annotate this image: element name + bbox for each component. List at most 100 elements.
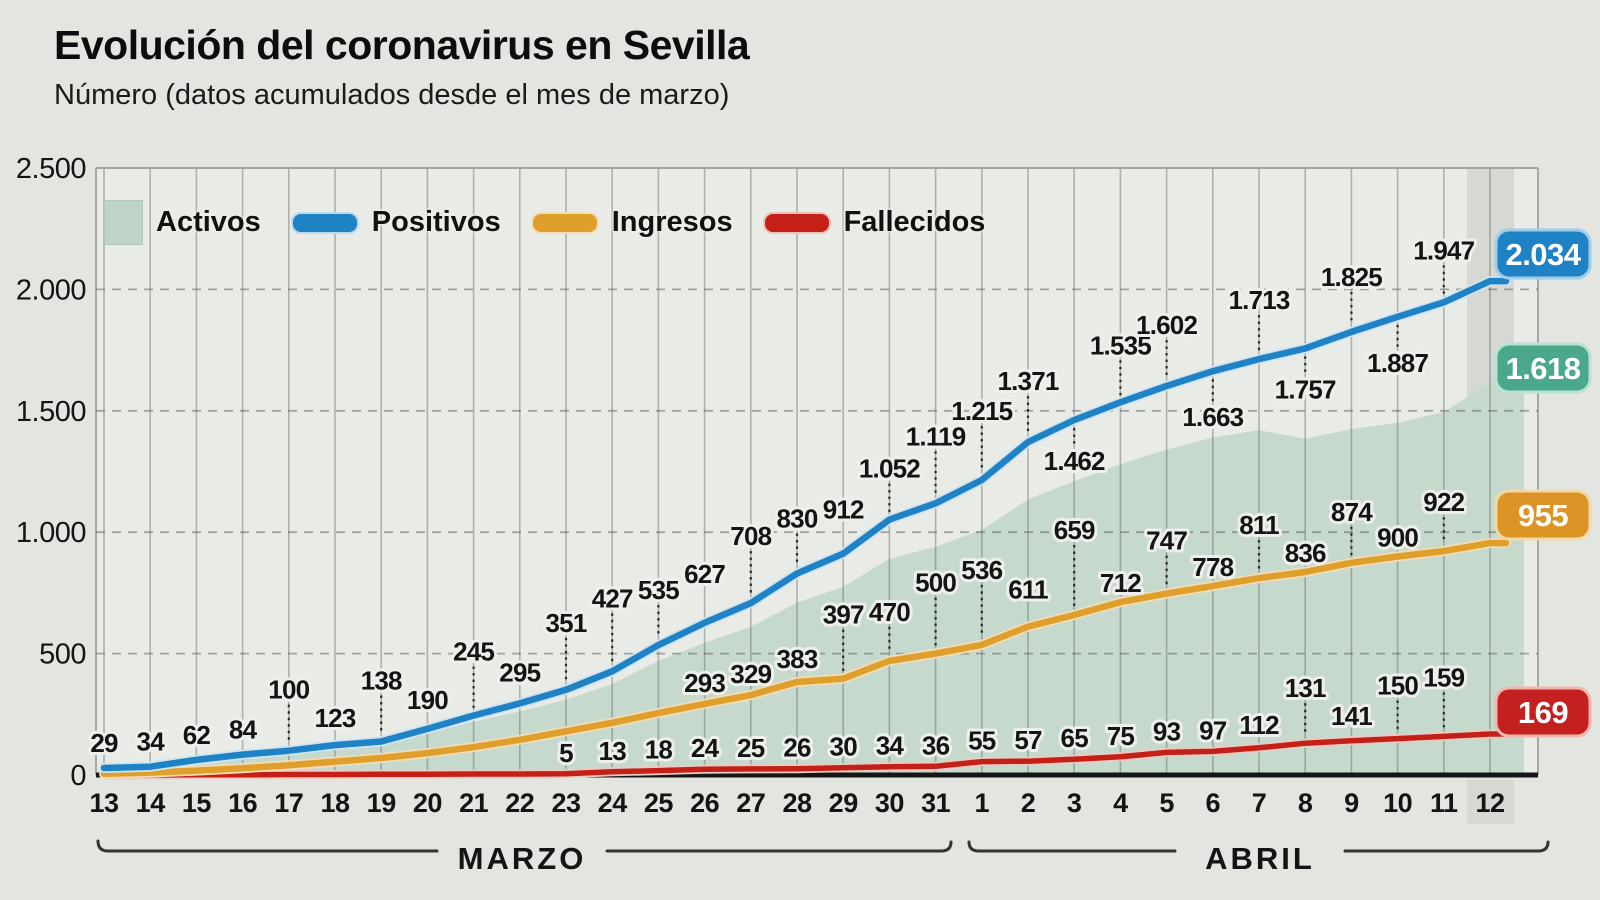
x-tick-label-24: 24	[598, 788, 628, 818]
x-tick-label-6: 6	[1206, 788, 1221, 818]
x-tick-label-31: 31	[921, 788, 951, 818]
ingresos-point-label: 500	[915, 568, 956, 598]
legend: Activos Positivos Ingresos Fallecidos	[104, 200, 985, 245]
x-tick-label-2: 2	[1021, 788, 1036, 818]
legend-item-activos: Activos	[104, 200, 261, 245]
positivos-point-label: 1.119	[906, 421, 966, 451]
positivos-point-label: 912	[823, 495, 864, 525]
x-tick-label-9: 9	[1344, 788, 1359, 818]
fallecidos-point-label: 150	[1377, 671, 1418, 701]
fallecidos-point-label: 75	[1107, 721, 1135, 751]
positivos-end-box-value: 2.034	[1505, 237, 1581, 272]
fallecidos-point-label: 131	[1285, 673, 1326, 703]
x-tick-label-20: 20	[413, 788, 442, 818]
positivos-point-label: 245	[453, 637, 494, 667]
x-tick-label-25: 25	[644, 788, 674, 818]
y-tick-label: 500	[39, 639, 86, 671]
x-tick-label-23: 23	[551, 788, 581, 818]
month-bracket	[967, 840, 1177, 853]
y-tick-label: 2.000	[16, 274, 86, 306]
legend-item-positivos: Positivos	[290, 206, 501, 239]
legend-item-fallecidos: Fallecidos	[762, 206, 986, 239]
fallecidos-point-label: 25	[737, 733, 765, 763]
fallecidos-point-label: 159	[1423, 662, 1464, 692]
legend-label-activos: Activos	[156, 206, 261, 238]
positivos-point-label: 1.052	[859, 454, 920, 484]
y-tick-label: 1.000	[16, 517, 86, 549]
x-tick-label-17: 17	[274, 788, 303, 818]
positivos-swatch-icon	[290, 211, 359, 234]
x-tick-label-15: 15	[182, 788, 212, 818]
x-tick-label-4: 4	[1113, 788, 1128, 818]
activos-area	[104, 382, 1524, 775]
month-bracket	[96, 839, 439, 853]
x-tick-label-1: 1	[975, 788, 990, 818]
y-tick-label: 1.500	[16, 396, 86, 428]
positivos-point-label: 138	[361, 665, 402, 695]
positivos-point-label: 535	[638, 575, 679, 605]
x-tick-label-5: 5	[1159, 788, 1174, 818]
month-bracket	[1343, 840, 1550, 853]
positivos-point-label: 830	[777, 503, 818, 533]
positivos-point-label: 1.535	[1090, 330, 1151, 360]
fallecidos-point-label: 18	[645, 735, 673, 765]
highlight-chip-day-12	[1467, 780, 1514, 824]
month-label-abril: ABRIL	[1205, 841, 1315, 876]
positivos-line	[100, 277, 1510, 772]
y-tick-label: 2.500	[16, 153, 86, 185]
legend-item-ingresos: Ingresos	[530, 206, 733, 239]
x-tick-label-22: 22	[505, 788, 534, 818]
x-tick-label-29: 29	[829, 788, 859, 818]
fallecidos-point-label: 55	[968, 726, 996, 756]
ingresos-point-label: 611	[1008, 575, 1048, 605]
positivos-point-label: 62	[183, 720, 211, 750]
legend-label-fallecidos: Fallecidos	[843, 206, 986, 238]
ingresos-point-label: 811	[1239, 510, 1279, 540]
fallecidos-point-label: 5	[559, 738, 573, 768]
x-tick-label-19: 19	[367, 788, 397, 818]
fallecidos-point-label: 34	[876, 731, 905, 761]
fallecidos-point-label: 97	[1199, 715, 1227, 745]
month-label-marzo: MARZO	[458, 841, 587, 876]
x-tick-label-26: 26	[690, 788, 720, 818]
ingresos-point-label: 329	[730, 659, 771, 689]
positivos-point-label: 1.663	[1182, 402, 1243, 432]
ingresos-point-label: 470	[869, 597, 910, 627]
x-tick-label-13: 13	[89, 788, 119, 818]
x-tick-label-12: 12	[1475, 788, 1504, 818]
fallecidos-swatch-icon	[762, 211, 831, 234]
fallecidos-point-label: 26	[783, 733, 811, 763]
x-tick-label-21: 21	[459, 788, 489, 818]
chart-header: Evolución del coronavirus en Sevilla Núm…	[54, 22, 750, 112]
positivos-point-label: 427	[592, 583, 633, 613]
x-tick-label-8: 8	[1298, 788, 1313, 818]
activos-end-box-value: 1.618	[1505, 351, 1580, 386]
ingresos-point-label: 383	[777, 644, 818, 674]
activos-swatch-icon	[104, 200, 143, 245]
positivos-point-label: 1.215	[951, 396, 1012, 426]
ingresos-point-label: 874	[1331, 497, 1373, 527]
fallecidos-point-label: 57	[1014, 725, 1042, 755]
fallecidos-line	[101, 731, 1509, 778]
x-tick-label-10: 10	[1383, 788, 1412, 818]
positivos-point-label: 1.713	[1228, 285, 1289, 315]
fallecidos-point-label: 112	[1239, 710, 1279, 740]
x-tick-label-30: 30	[875, 788, 904, 818]
x-tick-label-28: 28	[782, 788, 812, 818]
fallecidos-point-label: 24	[691, 733, 720, 763]
positivos-point-label: 123	[315, 703, 356, 733]
x-tick-label-11: 11	[1430, 788, 1458, 818]
positivos-point-label: 1.947	[1413, 235, 1474, 265]
positivos-end-box	[1494, 228, 1592, 280]
ingresos-line	[100, 539, 1510, 778]
ingresos-point-label: 659	[1054, 515, 1095, 545]
legend-label-positivos: Positivos	[371, 206, 501, 238]
positivos-point-label: 1.887	[1367, 348, 1428, 378]
month-bracket	[605, 840, 953, 853]
x-tick-label-14: 14	[136, 788, 166, 818]
positivos-point-label: 29	[90, 728, 118, 758]
x-tick-label-7: 7	[1252, 788, 1267, 818]
fallecidos-point-label: 93	[1153, 716, 1181, 746]
x-tick-label-16: 16	[228, 788, 258, 818]
